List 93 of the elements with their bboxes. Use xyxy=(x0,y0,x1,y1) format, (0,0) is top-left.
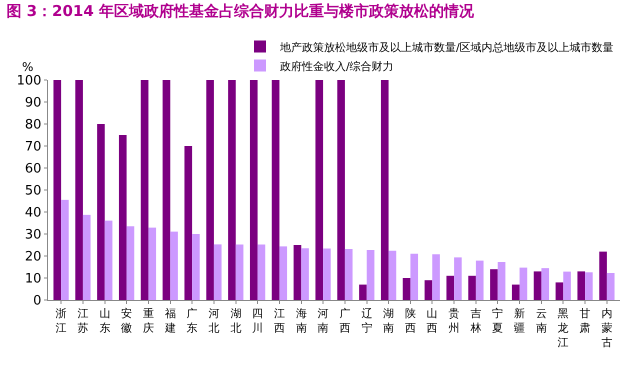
bar xyxy=(410,254,418,300)
bar xyxy=(344,248,353,300)
y-tick-label: 20 xyxy=(24,250,42,265)
x-tick-label: 福建 xyxy=(164,307,176,334)
bar xyxy=(162,80,170,300)
x-tick-label: 新疆 xyxy=(514,307,526,334)
bar xyxy=(53,80,62,300)
x-tick-label: 四川 xyxy=(252,307,264,334)
y-tick-label: 0 xyxy=(33,294,42,309)
bar xyxy=(534,271,542,300)
x-tick-label: 重庆 xyxy=(142,307,154,334)
bar xyxy=(301,248,309,300)
bar xyxy=(556,282,564,300)
bar xyxy=(454,257,462,300)
x-tick-label: 海南 xyxy=(296,307,307,334)
x-tick-label: 河南 xyxy=(318,307,329,334)
bar xyxy=(498,262,506,300)
bar xyxy=(476,260,484,300)
bar xyxy=(606,272,615,300)
bar xyxy=(206,80,214,300)
x-tick-label: 山西 xyxy=(426,307,438,334)
bar xyxy=(577,271,586,300)
bar xyxy=(446,276,454,300)
x-tick-label: 黑龙江 xyxy=(558,307,569,349)
x-tick-label: 宁夏 xyxy=(492,307,504,334)
x-tick-label: 山东 xyxy=(99,307,110,334)
bar xyxy=(250,80,258,300)
y-tick-label: 70 xyxy=(24,140,42,155)
y-tick-label: 60 xyxy=(24,162,42,177)
bar xyxy=(192,234,200,300)
legend-label: 政府性金收入/综合财力 xyxy=(280,60,394,73)
x-tick-label: 江西 xyxy=(274,307,285,334)
bar xyxy=(402,278,410,300)
bar xyxy=(520,268,528,300)
bar xyxy=(228,80,236,300)
x-tick-label: 安徽 xyxy=(121,307,132,334)
bar xyxy=(61,200,69,300)
x-tick-label: 甘肃 xyxy=(580,307,591,334)
y-tick-label: 50 xyxy=(24,184,42,199)
bar xyxy=(599,252,607,300)
bar xyxy=(126,226,134,300)
x-tick-label: 贵州 xyxy=(448,307,460,334)
bar xyxy=(380,80,389,300)
bar xyxy=(82,214,91,300)
chart-title: 图 3：2014 年区域政府性基金占综合财力比重与楼市政策放松的情况 xyxy=(6,2,476,20)
bar xyxy=(563,272,571,300)
x-tick-label: 江苏 xyxy=(77,307,88,334)
bar xyxy=(337,80,345,300)
bar xyxy=(468,276,476,300)
x-tick-label: 浙江 xyxy=(56,307,67,334)
bar xyxy=(315,80,324,300)
bar xyxy=(359,284,367,300)
bar xyxy=(366,250,374,300)
bar xyxy=(424,280,432,300)
x-tick-label: 辽宁 xyxy=(361,307,372,334)
bar xyxy=(148,228,156,300)
x-tick-label: 陕西 xyxy=(404,307,416,334)
y-tick-label: 100 xyxy=(16,74,42,89)
bar xyxy=(490,269,498,300)
bar xyxy=(388,250,396,300)
bar xyxy=(323,248,331,300)
bar xyxy=(140,80,148,300)
x-tick-label: 湖南 xyxy=(383,307,394,334)
x-tick-label: 广东 xyxy=(186,307,198,334)
bar xyxy=(104,220,112,300)
x-tick-label: 内蒙古 xyxy=(601,307,612,349)
bar xyxy=(279,246,288,300)
bar xyxy=(97,124,105,300)
x-tick-label: 广西 xyxy=(339,307,350,334)
bar xyxy=(184,146,192,300)
bar xyxy=(258,244,266,300)
y-tick-label: 40 xyxy=(24,206,42,221)
x-tick-label: 吉林 xyxy=(469,307,482,334)
bar xyxy=(75,80,83,300)
legend-label: 地产政策放松地级市及以上城市数量/区域内总地级市及以上城市数量 xyxy=(279,40,614,54)
y-tick-label: 90 xyxy=(24,96,42,111)
bar xyxy=(585,272,593,300)
bar xyxy=(272,80,280,300)
x-tick-label: 河北 xyxy=(208,307,220,334)
bar xyxy=(214,244,222,300)
bar xyxy=(170,232,178,300)
bar xyxy=(541,268,550,300)
x-tick-label: 湖北 xyxy=(230,307,242,334)
y-tick-label: 10 xyxy=(24,272,42,287)
bar xyxy=(236,244,244,300)
bar xyxy=(512,284,520,300)
bar xyxy=(294,245,302,300)
y-tick-label: 30 xyxy=(24,228,42,243)
bar xyxy=(432,254,440,300)
x-tick-label: 云南 xyxy=(536,307,547,334)
y-tick-label: 80 xyxy=(24,118,42,133)
bar xyxy=(118,135,127,300)
y-axis-title: % xyxy=(22,60,34,74)
